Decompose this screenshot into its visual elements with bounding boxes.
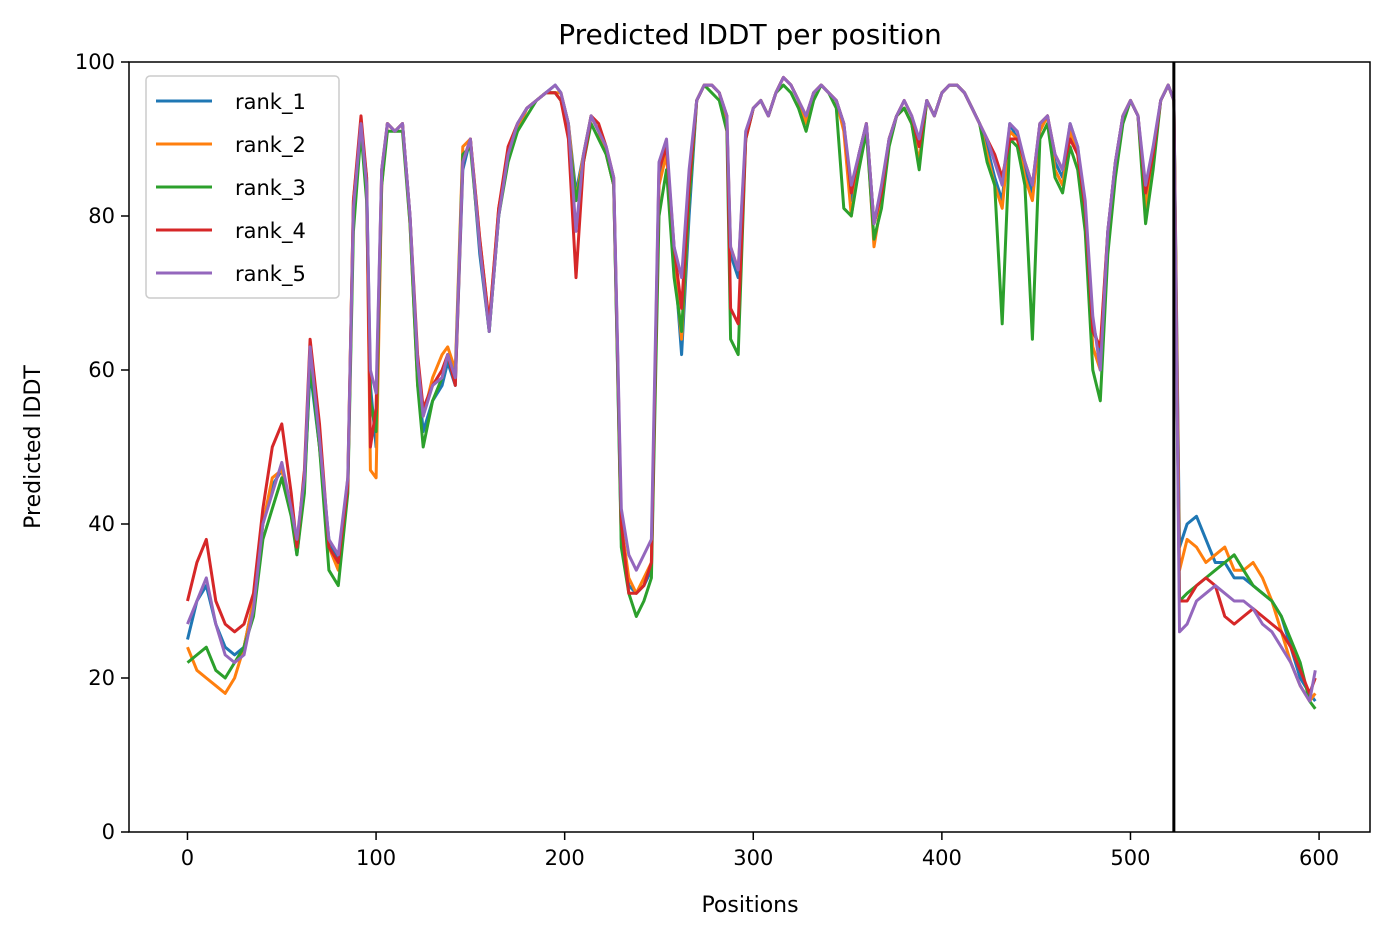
legend: rank_1 rank_2 rank_3 rank_4 rank_5 bbox=[145, 75, 340, 299]
x-tick-label: 0 bbox=[181, 846, 194, 870]
legend-box bbox=[145, 75, 340, 299]
x-tick-label: 600 bbox=[1299, 846, 1339, 870]
legend-label: rank_5 bbox=[235, 262, 306, 287]
y-axis: 0 20 40 60 80 100 bbox=[75, 50, 129, 844]
x-tick-label: 100 bbox=[356, 846, 396, 870]
y-tick-label: 100 bbox=[75, 50, 115, 74]
y-tick-label: 20 bbox=[88, 666, 115, 690]
legend-label: rank_1 bbox=[235, 90, 306, 115]
legend-label: rank_3 bbox=[235, 176, 306, 201]
series-line-rank-5 bbox=[186, 75, 1317, 703]
y-tick-label: 40 bbox=[88, 512, 115, 536]
x-tick-label: 200 bbox=[545, 846, 585, 870]
y-tick-label: 0 bbox=[102, 820, 115, 844]
legend-label: rank_2 bbox=[235, 133, 306, 158]
chart-title: Predicted lDDT per position bbox=[558, 18, 942, 51]
plot-lines bbox=[186, 75, 1317, 710]
x-tick-label: 300 bbox=[733, 846, 773, 870]
y-axis-label: Predicted lDDT bbox=[21, 365, 46, 529]
x-axis-label: Positions bbox=[701, 893, 798, 918]
y-tick-label: 60 bbox=[88, 358, 115, 382]
x-axis: 0 100 200 300 400 500 600 bbox=[181, 832, 1339, 870]
plot-frame bbox=[128, 61, 1371, 833]
y-tick-label: 80 bbox=[88, 204, 115, 228]
x-tick-label: 500 bbox=[1110, 846, 1150, 870]
x-tick-label: 400 bbox=[922, 846, 962, 870]
legend-label: rank_4 bbox=[235, 219, 306, 244]
